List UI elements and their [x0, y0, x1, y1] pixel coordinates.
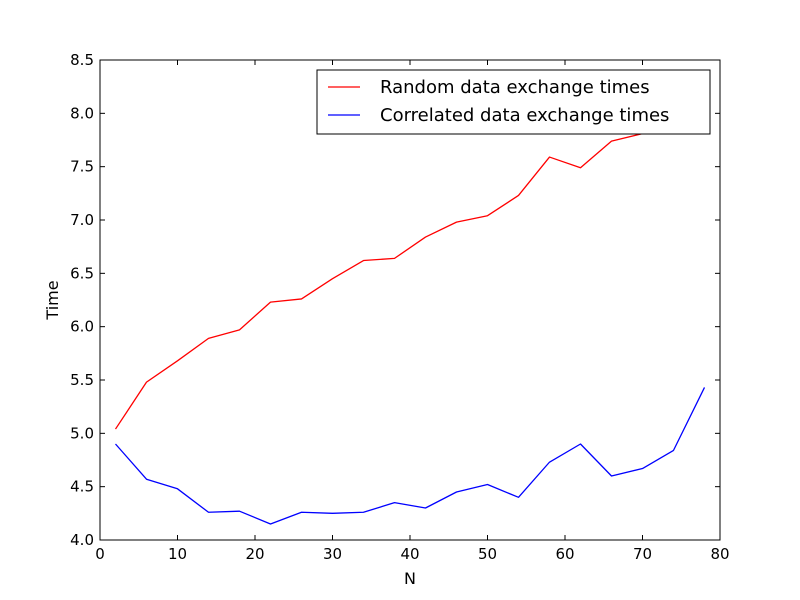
axis-ticks: 0 10 20 30 40 50 60 70 80 4.0 4.5 5.0 5.5 6.0 6.5 7.0 7.…	[70, 51, 729, 563]
legend: Random data exchange times Correlated da…	[316, 69, 711, 135]
y-tick-label: 5.0	[70, 424, 94, 442]
y-tick-label: 4.0	[70, 531, 94, 549]
x-axis-label: N	[404, 569, 416, 588]
x-tick-label: 80	[710, 545, 729, 563]
x-tick-label: 70	[633, 545, 652, 563]
y-tick-label: 7.5	[70, 158, 94, 176]
legend-box	[316, 69, 711, 135]
y-tick-label: 6.5	[70, 264, 94, 282]
x-tick-label: 50	[478, 545, 497, 563]
x-tick-label: 40	[400, 545, 419, 563]
y-tick-label: 6.0	[70, 318, 94, 336]
series-lines	[114, 123, 706, 525]
plot-area-frame	[99, 59, 721, 541]
x-tick-label: 10	[168, 545, 187, 563]
x-tick-label: 30	[323, 545, 342, 563]
y-tick-label: 7.0	[70, 211, 94, 229]
y-tick-label: 5.5	[70, 371, 94, 389]
series-line-random	[114, 123, 705, 430]
x-tick-label: 60	[555, 545, 574, 563]
y-axis-label: Time	[43, 280, 62, 320]
x-tick-label: 20	[245, 545, 264, 563]
y-tick-label: 4.5	[70, 478, 94, 496]
x-tick-label: 0	[95, 545, 105, 563]
y-tick-label: 8.0	[70, 104, 94, 122]
legend-label-random: Random data exchange times	[380, 77, 650, 98]
legend-label-correlated: Correlated data exchange times	[380, 105, 669, 126]
y-tick-label: 8.5	[70, 51, 94, 69]
series-line-correlated	[115, 387, 706, 525]
